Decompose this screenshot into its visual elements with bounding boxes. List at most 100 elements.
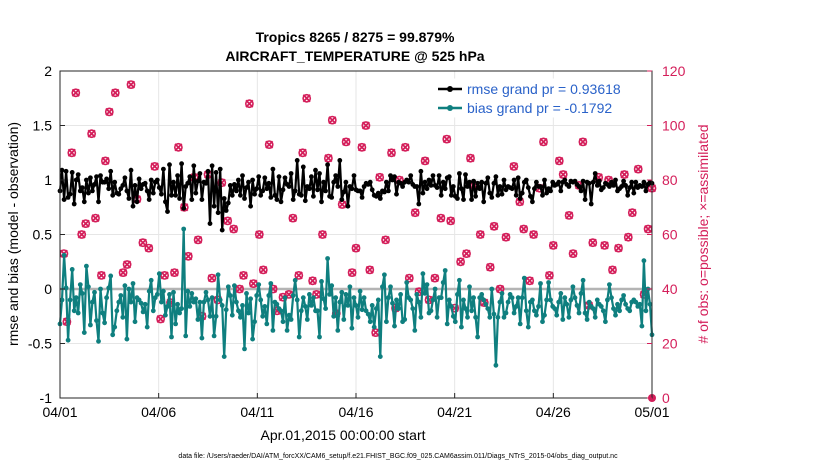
bias-point [448, 304, 454, 309]
rmse-point [294, 158, 300, 163]
bias-point [238, 314, 243, 320]
obs-assimilated-marker [446, 216, 455, 225]
obs-possible-marker [258, 265, 268, 275]
rmse-point [298, 192, 304, 198]
bias-point [351, 295, 357, 301]
rmse-point [272, 192, 278, 198]
bias-point [418, 314, 424, 320]
obs-assimilated-marker [614, 244, 623, 253]
legend-box [431, 78, 647, 118]
bias-point [187, 304, 193, 309]
obs-assimilated-marker [229, 224, 238, 234]
rmse-point [643, 188, 649, 194]
rmse-point [392, 174, 397, 180]
obs-possible-marker [623, 232, 633, 242]
obs-assimilated-marker [160, 271, 169, 280]
bias-point [110, 332, 116, 338]
rmse-point [457, 171, 462, 176]
y-tick-label: -1 [40, 390, 53, 406]
bias-point [282, 295, 288, 301]
legend-bias-label: bias grand pr = -0.1792 [467, 100, 612, 116]
bias-point [333, 295, 339, 301]
rmse-point [136, 176, 142, 182]
rmse-point [292, 188, 298, 194]
rmse-point [627, 185, 633, 191]
bias-point [256, 282, 262, 287]
bias-point [647, 301, 653, 307]
rmse-point [146, 197, 152, 203]
obs-assimilated-marker [144, 244, 153, 253]
x-tick-label: 04/21 [437, 404, 472, 420]
rmse-point [90, 188, 95, 194]
rmse-point [282, 175, 288, 181]
obs-possible-marker [357, 142, 367, 152]
bias-point [106, 285, 112, 291]
bias-point [446, 297, 452, 303]
rmse-point [525, 185, 531, 191]
bias-point [219, 303, 225, 308]
rmse-point [442, 186, 448, 192]
obs-possible-marker [381, 235, 390, 245]
rmse-point [264, 186, 270, 192]
bias-point [619, 297, 624, 303]
bias-point [396, 306, 401, 311]
rmse-point [459, 186, 464, 192]
chart-title: Tropics 8265 / 8275 = 99.879% [256, 29, 455, 45]
bias-point [532, 308, 537, 314]
obs-possible-marker [519, 224, 529, 234]
bias-point [286, 312, 292, 318]
obs-assimilated-marker [328, 116, 337, 125]
rmse-point [578, 188, 584, 194]
bias-point [207, 313, 213, 319]
rmse-point [236, 177, 241, 183]
rmse-point [532, 186, 537, 192]
y-tick-label: 0 [44, 281, 52, 297]
obs-possible-marker [375, 172, 385, 182]
rmse-point [631, 190, 637, 196]
bias-point [457, 277, 462, 283]
bias-point [309, 303, 314, 308]
rmse-point [588, 201, 594, 207]
rmse-point [262, 175, 268, 181]
bias-point [377, 354, 383, 359]
obs-assimilated-marker [421, 156, 430, 165]
bias-point [142, 301, 148, 307]
bias-point [582, 310, 588, 316]
bias-point [108, 273, 114, 279]
rmse-point [556, 179, 562, 185]
rmse-point [278, 199, 284, 205]
rmse-point [227, 183, 233, 188]
obs-possible-marker [501, 232, 511, 242]
obs-assimilated-marker [628, 208, 637, 217]
obs-assimilated-marker [401, 143, 410, 152]
rmse-point [181, 205, 187, 211]
bias-point [67, 297, 73, 303]
bias-point [412, 328, 418, 333]
bias-point [248, 296, 254, 302]
bias-point [124, 336, 130, 342]
bias-point [562, 295, 568, 301]
rmse-point [177, 196, 183, 201]
rmse-point [337, 158, 343, 163]
rmse-point [134, 199, 140, 205]
obs-possible-marker [539, 137, 548, 147]
rmse-point [130, 203, 136, 209]
rmse-point [203, 180, 209, 186]
obs-assimilated-marker [174, 143, 183, 152]
obs-possible-marker [110, 88, 120, 98]
obs-assimilated-marker [324, 154, 333, 163]
bias-point [181, 226, 187, 232]
bias-point [530, 297, 535, 303]
rmse-point [250, 177, 256, 183]
obs-assimilated-marker [235, 284, 244, 294]
rmse-point [542, 177, 547, 183]
rmse-point [414, 184, 420, 189]
rmse-point [260, 188, 266, 194]
rmse-point [394, 191, 399, 197]
obs-assimilated-marker [249, 279, 258, 288]
obs-possible-marker [420, 156, 430, 166]
obs-assimilated-marker [519, 224, 528, 234]
obs-assimilated-marker [338, 200, 347, 209]
bias-point [138, 300, 144, 306]
